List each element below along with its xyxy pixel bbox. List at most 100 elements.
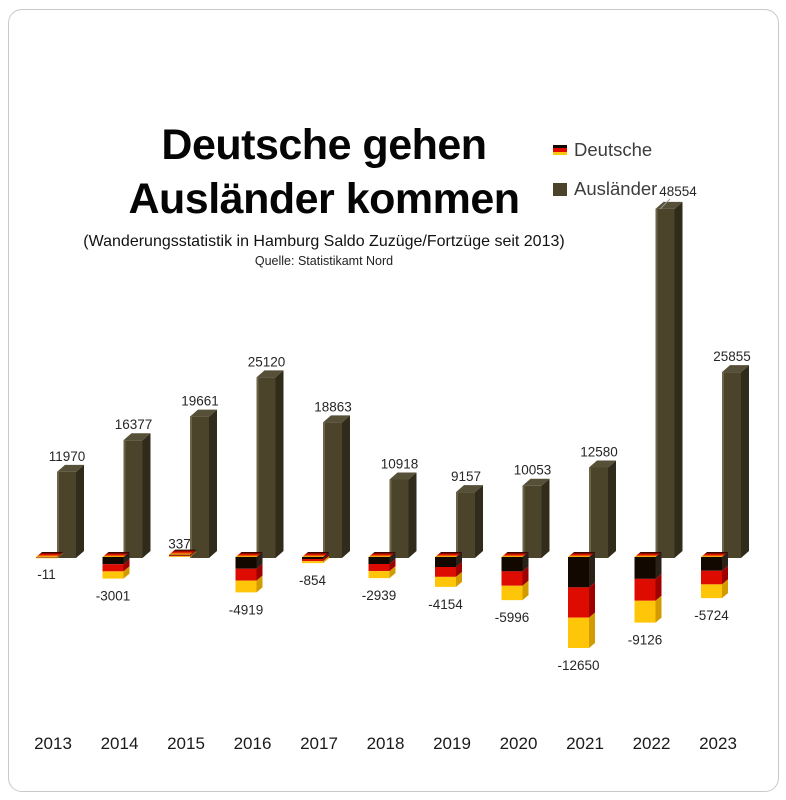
deutsche-bar-stripe-2021	[568, 617, 589, 648]
deutsche-bar-stripe-2019	[435, 566, 456, 577]
auslaender-bar-2013	[57, 471, 76, 558]
deutsche-bar-side-2023	[722, 552, 728, 571]
value-label-auslaender-2021: 12580	[580, 445, 618, 460]
auslaender-bar-side-2023	[741, 365, 749, 558]
x-axis-label-2022: 2022	[633, 734, 671, 753]
deutsche-bar-stripe-2019	[435, 557, 456, 567]
deutsche-bar-side-2022	[655, 552, 662, 579]
auslaender-bar-2017	[323, 422, 342, 558]
auslaender-bar-top-2013	[57, 464, 84, 472]
x-axis-label-2014: 2014	[101, 734, 139, 753]
x-axis-label-2019: 2019	[433, 734, 471, 753]
auslaender-bar-side-2017	[342, 415, 350, 558]
deutsche-bar-top-2015	[169, 549, 196, 555]
olive-bar-swatch-icon	[553, 182, 567, 196]
auslaender-bar-edge-2013	[57, 471, 59, 558]
deutsche-bar-top-2021	[568, 552, 595, 557]
deutsche-bar-stripe-2022	[634, 578, 656, 601]
deutsche-bar-top-2023	[701, 552, 728, 557]
deutsche-bar-side-2023	[722, 565, 728, 585]
deutsche-bar-side-2016	[256, 552, 263, 569]
deutsche-bar-stripe-2014	[102, 571, 124, 579]
x-axis-label-2015: 2015	[167, 734, 205, 753]
deutsche-bar-stripe-2015	[169, 555, 190, 557]
deutsche-bar-stripe-2022	[634, 600, 656, 623]
auslaender-bar-top-2017	[323, 415, 350, 423]
auslaender-bar-side-2020	[541, 478, 550, 558]
value-label-deutsche-2023: -5724	[694, 608, 729, 623]
x-axis-label-2018: 2018	[367, 734, 405, 753]
value-label-deutsche-2014: -3001	[96, 589, 131, 604]
value-label-deutsche-2013: -11	[37, 567, 56, 582]
auslaender-bar-edge-2022	[655, 208, 658, 559]
deutsche-bar-stripe-2018	[368, 557, 390, 565]
auslaender-bar-2016	[256, 377, 276, 558]
auslaender-bar-edge-2017	[323, 422, 325, 558]
deutsche-bar-side-2017	[323, 556, 329, 564]
value-label-deutsche-2015: 337	[168, 537, 191, 552]
deutsche-bar-stripe-2018	[368, 571, 390, 579]
auslaender-bar-edge-2015	[190, 416, 192, 558]
deutsche-bar-side-2015	[190, 551, 196, 557]
auslaender-bar-edge-2019	[456, 492, 458, 558]
deutsche-bar-side-2015	[190, 550, 196, 557]
value-label-auslaender-2015: 19661	[181, 394, 219, 409]
legend: Deutsche Ausländer	[553, 139, 657, 217]
auslaender-bar-top-2023	[722, 365, 749, 373]
deutsche-bar-side-2014	[123, 552, 130, 565]
auslaender-bar-side-2015	[209, 409, 217, 558]
deutsche-bar-side-2015	[190, 549, 196, 556]
deutsche-bar-top-2022	[634, 552, 662, 557]
callout-line-48554	[659, 198, 671, 210]
deutsche-bar-side-2021	[589, 582, 595, 618]
deutsche-bar-stripe-2023	[701, 584, 722, 599]
x-axis-label-2021: 2021	[566, 734, 604, 753]
legend-label-auslaender: Ausländer	[574, 178, 658, 199]
deutsche-bar-side-2018	[389, 552, 396, 565]
deutsche-bar-stripe-2014	[102, 564, 124, 572]
auslaender-bar-edge-2018	[389, 479, 392, 558]
deutsche-bar-side-2013	[57, 552, 63, 558]
page-title-line-1: Deutsche gehen	[161, 121, 487, 169]
auslaender-bar-side-2013	[76, 464, 84, 558]
deutsche-bar-side-2021	[589, 552, 595, 588]
value-label-deutsche-2017: -854	[299, 573, 327, 588]
deutsche-bar-stripe-2016	[235, 580, 257, 593]
deutsche-bar-stripe-2020	[501, 585, 523, 601]
auslaender-bar-top-2018	[389, 472, 417, 480]
auslaender-bar-edge-2023	[722, 372, 724, 558]
auslaender-bar-side-2019	[475, 485, 483, 558]
auslaender-bar-side-2018	[408, 472, 417, 558]
deutsche-bar-side-2019	[456, 552, 462, 567]
deutsche-bar-side-2020	[522, 552, 529, 572]
value-label-deutsche-2020: -5996	[495, 610, 530, 625]
value-label-deutsche-2018: -2939	[362, 588, 397, 603]
auslaender-bar-edge-2020	[522, 485, 525, 558]
x-axis-label-2016: 2016	[234, 734, 272, 753]
deutsche-bar-top-2017	[302, 552, 329, 557]
value-label-auslaender-2023: 25855	[713, 349, 751, 364]
deutsche-bar-side-2023	[722, 579, 728, 599]
auslaender-bar-side-2014	[142, 433, 151, 558]
deutsche-bar-top-2013	[36, 552, 63, 557]
auslaender-bar-2015	[190, 416, 209, 558]
auslaender-bar-2023	[722, 372, 741, 558]
deutsche-bar-top-2014	[102, 552, 130, 557]
value-label-deutsche-2016: -4919	[229, 602, 264, 617]
deutsche-bar-top-2016	[235, 552, 263, 557]
deutsche-bar-side-2017	[323, 554, 329, 562]
deutsche-bar-side-2020	[522, 566, 529, 586]
x-axis-label-2013: 2013	[34, 734, 72, 753]
value-label-auslaender-2022: 48554	[659, 184, 697, 199]
auslaender-bar-top-2019	[456, 485, 483, 493]
deutsche-bar-stripe-2021	[568, 557, 589, 588]
value-label-auslaender-2013: 11970	[49, 449, 86, 464]
value-label-auslaender-2019: 9157	[451, 469, 481, 484]
auslaender-bar-2020	[522, 485, 542, 558]
auslaender-bar-2022	[655, 208, 675, 559]
deutsche-bar-side-2014	[123, 566, 130, 579]
auslaender-bar-edge-2016	[256, 377, 259, 558]
deutsche-bar-top-2019	[435, 552, 462, 557]
